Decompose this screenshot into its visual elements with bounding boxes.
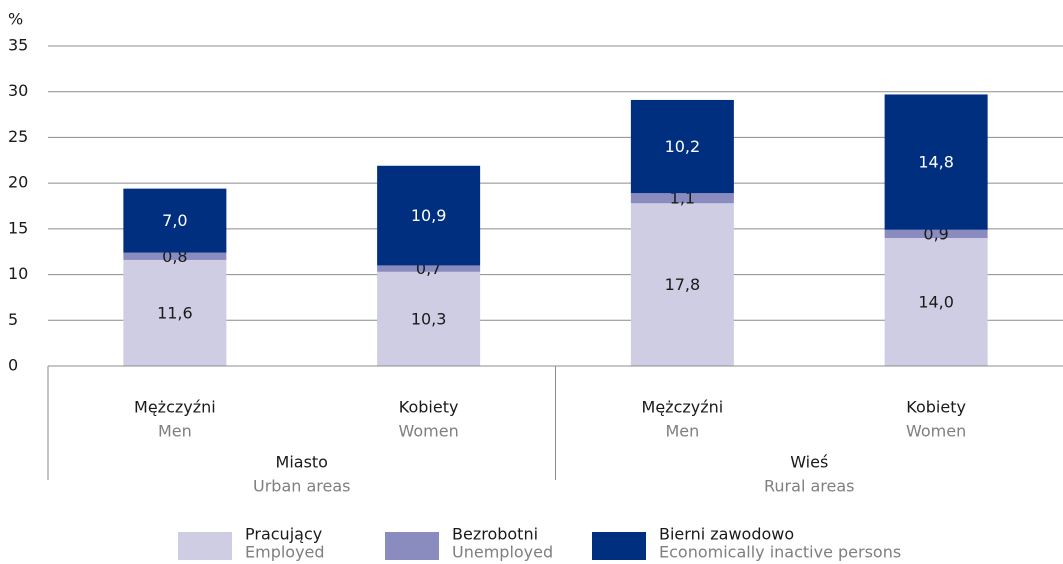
bar-segment (123, 252, 227, 260)
bar-segment (884, 229, 988, 238)
value-label: 14,0 (918, 293, 954, 312)
category-label-en: Men (665, 422, 699, 441)
y-tick-label: 35 (8, 36, 28, 55)
category-label: Mężczyźni (134, 398, 216, 417)
legend-label: Pracujący (245, 525, 322, 544)
legend-label-en: Employed (245, 543, 325, 562)
legend-swatch (178, 532, 232, 560)
y-tick-label: 15 (8, 218, 28, 237)
value-label: 10,2 (665, 137, 701, 156)
bar-segment (377, 265, 481, 272)
value-label: 14,8 (918, 153, 954, 172)
bar-segment (630, 203, 734, 366)
legend-label: Bezrobotni (452, 525, 538, 544)
y-tick-label: 20 (8, 173, 28, 192)
y-tick-label: 5 (8, 310, 18, 329)
category-label: Mężczyźni (642, 398, 724, 417)
y-tick-label: 25 (8, 127, 28, 146)
value-label: 10,3 (411, 309, 447, 328)
category-label-en: Women (906, 422, 966, 441)
category-label: Kobiety (906, 398, 966, 417)
legend-label: Bierni zawodowo (659, 525, 794, 544)
category-label-en: Men (158, 422, 192, 441)
legend-label-en: Economically inactive persons (659, 543, 901, 562)
bar-segment (377, 165, 481, 266)
legend-label-en: Unemployed (452, 543, 553, 562)
value-label: 10,9 (411, 206, 447, 225)
category-label-en: Women (399, 422, 459, 441)
bar-segment (630, 193, 734, 204)
value-label: 7,0 (162, 211, 187, 230)
bar-segment (630, 99, 734, 194)
group-label-en: Rural areas (764, 477, 854, 496)
value-label: 1,1 (670, 189, 695, 208)
bar-segment (377, 271, 481, 366)
group-label: Miasto (276, 453, 328, 472)
y-unit: % (8, 10, 23, 29)
bar-segment (884, 238, 988, 366)
legend-swatch (592, 532, 646, 560)
bar-segment (123, 188, 227, 253)
y-tick-label: 30 (8, 81, 28, 100)
value-label: 17,8 (665, 275, 701, 294)
legend-swatch (385, 532, 439, 560)
group-label: Wieś (790, 453, 828, 472)
bar-segment (123, 259, 227, 366)
bar-segment (884, 94, 988, 230)
y-tick-label: 0 (8, 356, 18, 375)
category-label: Kobiety (399, 398, 459, 417)
group-label-en: Urban areas (253, 477, 351, 496)
y-tick-label: 10 (8, 264, 28, 283)
value-label: 11,6 (157, 303, 193, 322)
